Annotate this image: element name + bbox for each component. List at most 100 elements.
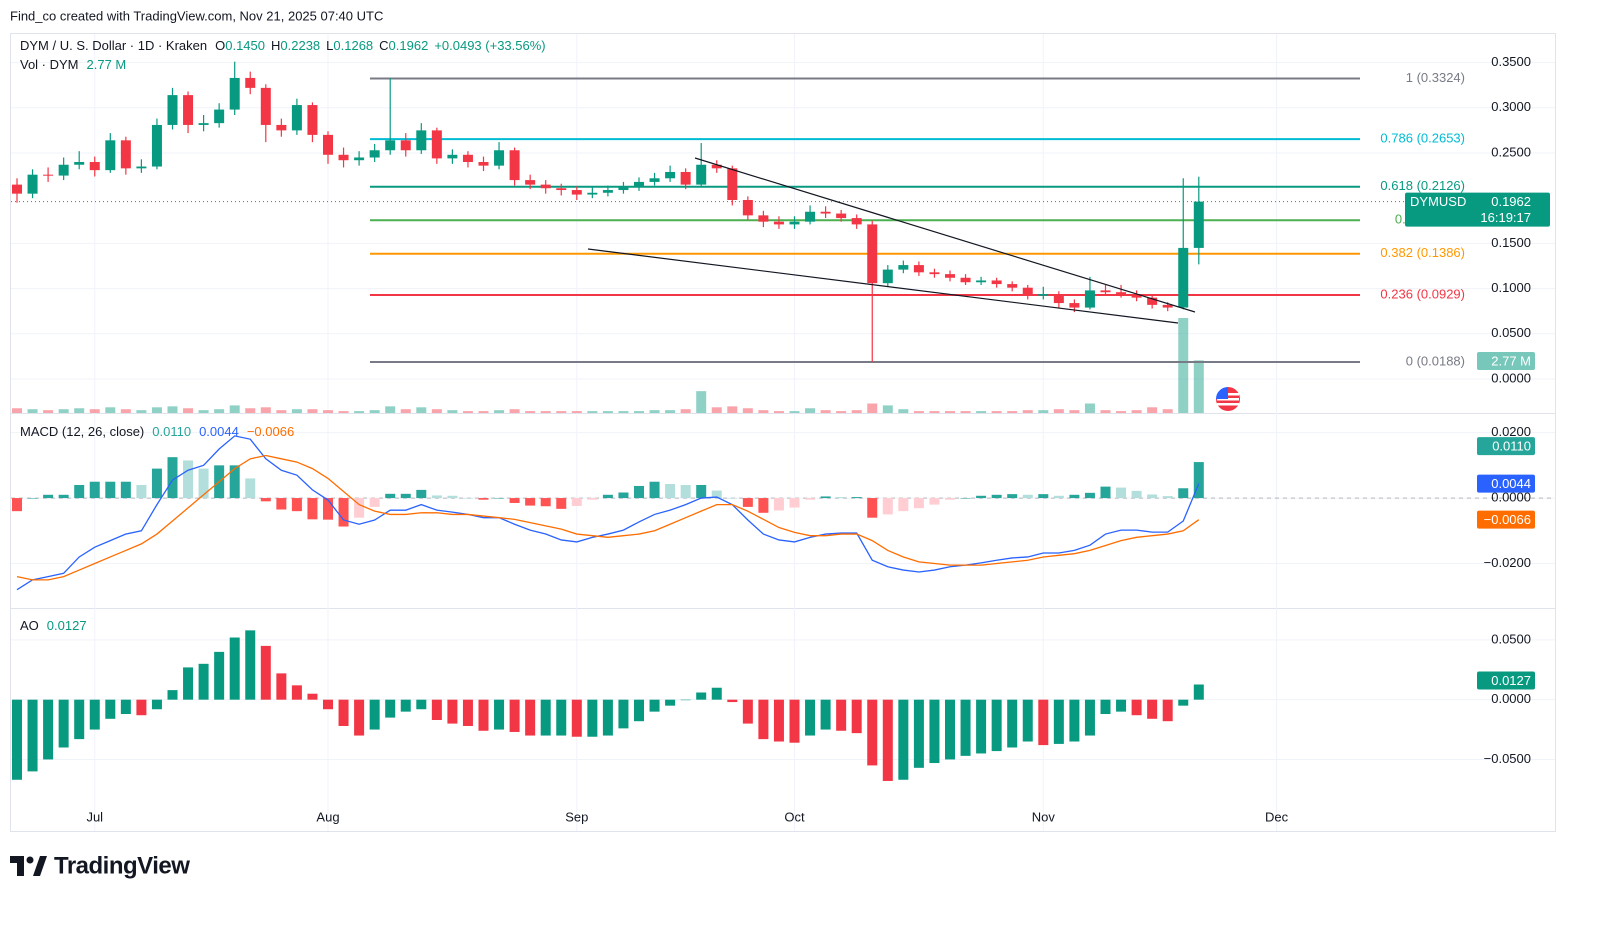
volume-bar (462, 411, 473, 413)
histogram-bar (1193, 462, 1204, 499)
ao-bar (1084, 699, 1095, 736)
histogram-bar (820, 496, 831, 499)
candle-body (1007, 284, 1018, 288)
volume-bar (323, 410, 333, 413)
histogram-bar (183, 460, 194, 499)
ao-bar (742, 699, 753, 724)
volume-bar (540, 411, 551, 413)
ao-bar (976, 699, 987, 754)
histogram-bar (805, 498, 816, 500)
candle-body (214, 109, 225, 124)
ao-bar (478, 699, 489, 731)
price-tag-countdown: 16:19:17 (1480, 210, 1531, 225)
histogram-bar (525, 498, 536, 506)
y-tick-label: 0.0500 (1491, 631, 1531, 646)
candle-body (773, 221, 784, 225)
candle-body (882, 269, 893, 284)
value-tag (1477, 352, 1535, 370)
candle-body (105, 140, 116, 171)
histogram-bar (556, 498, 567, 509)
volume-bar (1069, 410, 1080, 413)
candle-body (58, 164, 69, 176)
candle-body (696, 164, 707, 185)
histogram-bar (338, 498, 349, 527)
volume-bar (1100, 410, 1111, 413)
volume-bar (929, 411, 940, 413)
volume-bar (851, 410, 862, 413)
candle-body (27, 174, 38, 194)
volume-bar (898, 409, 909, 413)
legend: Vol · DYM 2.77 M (20, 57, 126, 72)
volume-bar (649, 410, 660, 413)
legend: DYM / U. S. Dollar · 1D · Kraken O0.1450 H… (20, 38, 546, 53)
x-tick-label: Dec (1265, 809, 1289, 824)
ao-bar (136, 699, 147, 716)
histogram-bar (867, 498, 878, 518)
volume-bar (276, 410, 287, 413)
ao-bar (1022, 699, 1033, 742)
candle-body (43, 174, 54, 176)
y-tick-label: 0.3000 (1491, 99, 1531, 114)
histogram-bar (945, 498, 955, 500)
candle-body (151, 124, 162, 167)
histogram-bar (1007, 494, 1018, 499)
volume-bar (198, 410, 209, 413)
histogram-bar (198, 468, 209, 499)
candle-body (898, 265, 909, 270)
candle-body (136, 166, 147, 169)
ao-bar (1007, 699, 1018, 748)
candle-body (945, 274, 955, 278)
ao-bar (338, 699, 349, 726)
volume-bar (711, 407, 722, 413)
labels: Jul Aug Sep Oct Nov Dec 0.3500 0.3000 0.2500 0.15… (20, 38, 1550, 824)
ao-bar (462, 699, 473, 726)
legend-item: 0.1268 (333, 38, 373, 53)
ao-bar (214, 651, 225, 700)
ao-bar (1100, 699, 1111, 715)
candle-body (805, 211, 816, 222)
volume-bar (416, 407, 427, 413)
volume-bar (151, 407, 162, 413)
volume-bar (587, 411, 598, 413)
y-tick-label: 0.0000 (1491, 370, 1531, 385)
y-tick-label: 0.0500 (1491, 325, 1531, 340)
ao-bar (602, 699, 613, 736)
histogram-bar (991, 494, 1002, 499)
y-tick-label: 0.0200 (1491, 424, 1531, 439)
candle-body (1084, 290, 1095, 308)
ao-bar (618, 699, 629, 729)
volume-bar (27, 409, 38, 413)
ao-bar (509, 699, 520, 732)
ao-bar (696, 692, 707, 700)
frame (10, 33, 1556, 832)
volume-bar (1053, 409, 1064, 413)
histogram-bar (1162, 496, 1173, 499)
candle-body (867, 224, 878, 284)
candle-body (525, 180, 536, 185)
legend-item: 0.0110 (152, 424, 191, 439)
volume-bar (820, 410, 831, 413)
volume-bar (58, 409, 69, 413)
ao-bar (773, 699, 784, 742)
value-tag-label: 0.0127 (1491, 673, 1531, 688)
legend-item: O (215, 38, 225, 53)
legend-item: MACD (12, 26, close) (20, 424, 144, 439)
histogram-bar (416, 489, 427, 499)
volume-bar (229, 405, 240, 413)
candle-body (120, 140, 131, 169)
histogram-bar (58, 494, 69, 499)
histogram-bar (540, 498, 551, 507)
legend-item: 0.0044 (199, 424, 239, 439)
histogram-bar (742, 498, 753, 507)
volume-bar (773, 411, 784, 413)
volume-bar (634, 411, 644, 413)
candle-body (1069, 303, 1080, 308)
histogram-bar (1022, 494, 1033, 499)
ao-bar (882, 699, 893, 781)
legend-item: Vol · DYM (20, 57, 79, 72)
candle-body (820, 211, 831, 214)
histogram-bar (260, 498, 271, 502)
candle-body (198, 123, 209, 125)
volume-bar (369, 410, 380, 413)
